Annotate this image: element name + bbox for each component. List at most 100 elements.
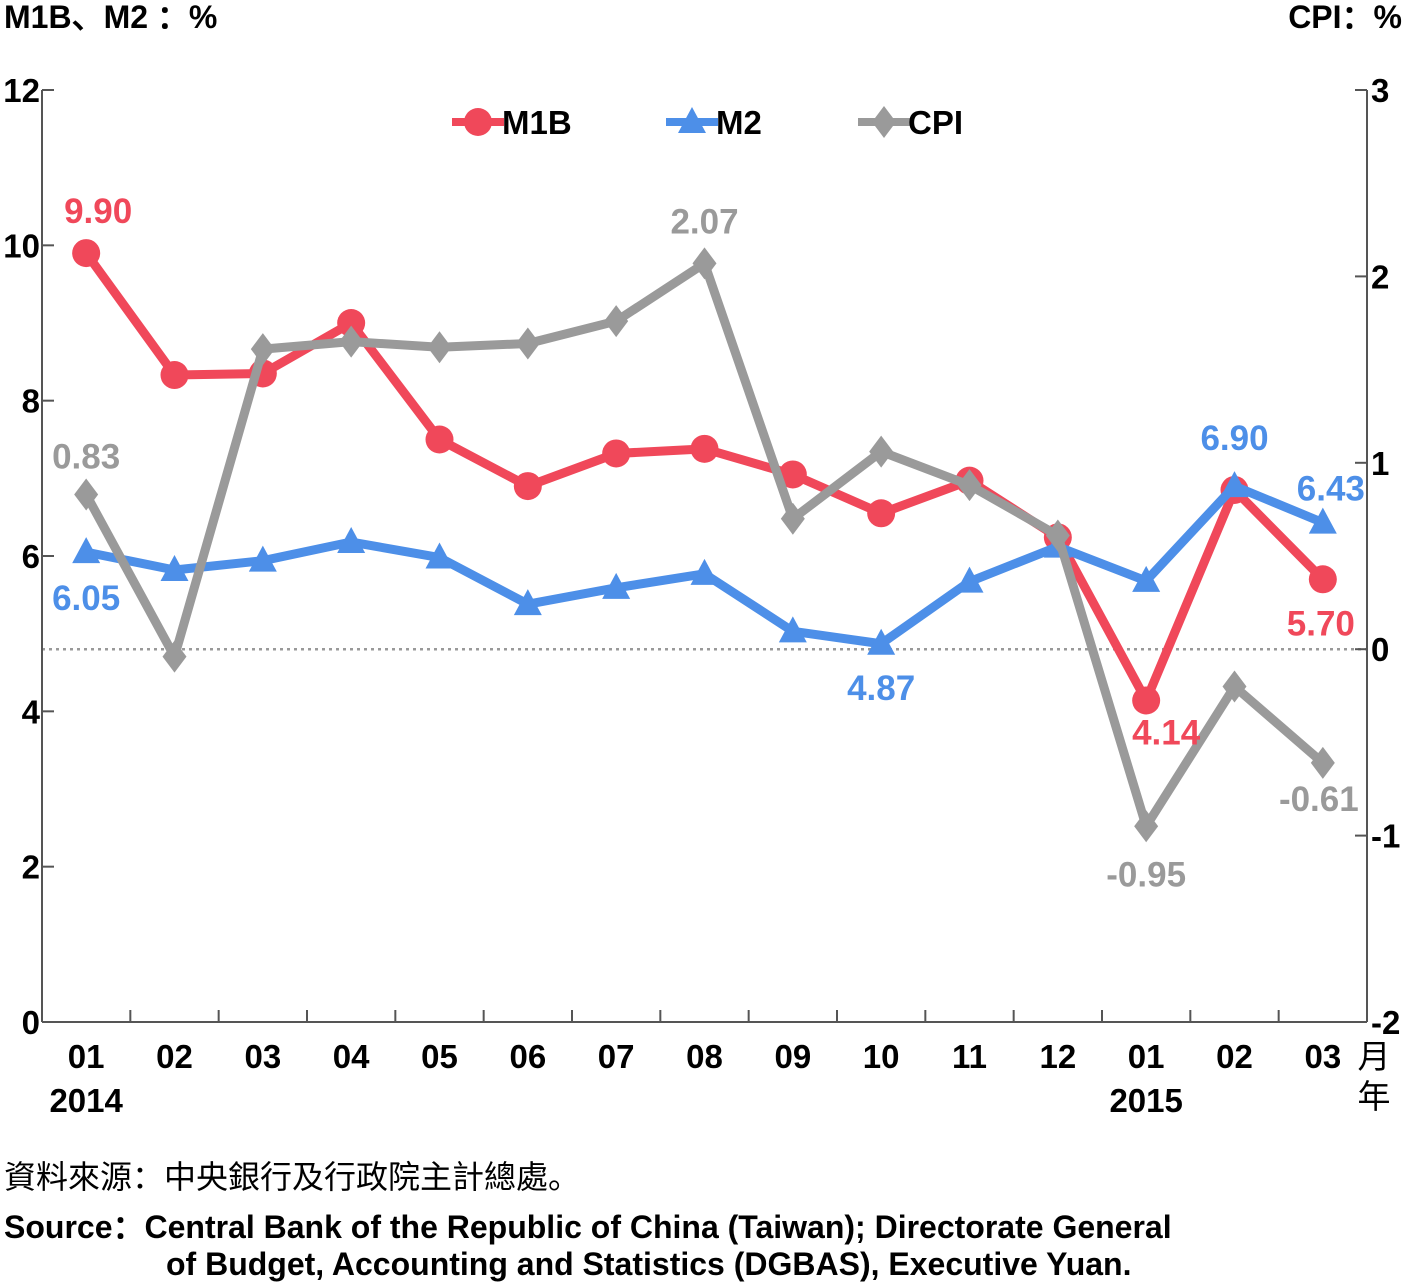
left-y-tick-label: 10: [3, 227, 40, 264]
x-tick-label: 02: [156, 1038, 193, 1075]
data-label-m2: 6.43: [1297, 470, 1365, 509]
data-point-m1b: [867, 499, 896, 528]
left-y-tick-label: 0: [22, 1004, 40, 1041]
data-point-cpi: [250, 333, 275, 366]
data-label-cpi: 0.83: [52, 437, 120, 476]
series-cpi: [74, 247, 1335, 843]
left-axis-title: M1B、M2 ：%: [4, 0, 217, 35]
source-note-en-line1: Source：Central Bank of the Republic of C…: [4, 1209, 1172, 1245]
data-point-m1b: [690, 434, 719, 463]
left-y-tick-label: 8: [22, 383, 40, 420]
data-point-m2: [1220, 471, 1249, 498]
data-point-cpi: [780, 502, 805, 535]
data-point-cpi: [339, 325, 364, 358]
data-point-m1b: [1132, 686, 1161, 715]
x-tick-label: 02: [1216, 1038, 1253, 1075]
source-note-en-line2: of Budget, Accounting and Statistics (DG…: [166, 1246, 1132, 1282]
left-y-tick-label: 6: [22, 538, 40, 575]
x-tick-label: 08: [686, 1038, 723, 1075]
right-y-tick-label: 0: [1371, 631, 1389, 668]
right-axis-title: CPI：%: [1288, 0, 1402, 35]
data-point-m2: [248, 545, 277, 572]
x-year-label: 2015: [1109, 1082, 1182, 1119]
data-label-m2: 6.05: [52, 579, 120, 618]
data-label-m1b: 4.14: [1132, 713, 1201, 752]
series-m2: [72, 471, 1337, 655]
data-point-cpi: [604, 305, 629, 338]
data-point-cpi: [1222, 670, 1247, 703]
legend-item-m1b: M1B: [452, 104, 572, 141]
data-point-cpi: [162, 640, 187, 673]
data-label-cpi: 2.07: [670, 202, 738, 241]
x-year-label: 2014: [49, 1082, 123, 1119]
x-tick-label: 07: [598, 1038, 635, 1075]
data-point-m2: [337, 527, 366, 554]
series-line-m1b: [82, 250, 1327, 705]
data-point-m1b: [160, 361, 189, 390]
data-point-m2: [425, 542, 454, 569]
data-label-cpi: -0.95: [1106, 855, 1186, 894]
legend-marker-m2: [678, 107, 706, 133]
legend-label: M1B: [502, 104, 572, 141]
data-point-m2: [867, 628, 896, 655]
x-tick-label: 09: [774, 1038, 811, 1075]
x-unit-year: 年: [1358, 1078, 1391, 1115]
x-tick-label: 03: [1304, 1038, 1341, 1075]
x-tick-label: 01: [1128, 1038, 1165, 1075]
data-label-cpi: -0.61: [1279, 780, 1359, 819]
data-point-m2: [72, 537, 101, 564]
x-tick-label: 01: [68, 1038, 105, 1075]
data-point-m2: [955, 566, 984, 593]
x-tick-label: 10: [863, 1038, 900, 1075]
x-unit-month: 月: [1358, 1038, 1391, 1075]
data-point-cpi: [1045, 519, 1070, 552]
data-point-m1b: [337, 309, 366, 337]
data-label-m1b: 5.70: [1287, 604, 1355, 643]
data-label-m2: 6.90: [1200, 419, 1268, 458]
data-point-m1b: [425, 425, 454, 454]
x-tick-label: 11: [952, 1038, 987, 1075]
data-point-m1b: [1308, 565, 1337, 594]
legend-item-cpi: CPI: [858, 104, 963, 141]
left-y-tick-label: 2: [22, 849, 40, 886]
data-point-m1b: [72, 239, 101, 268]
data-point-m1b: [778, 460, 807, 489]
data-point-m2: [1132, 565, 1161, 592]
data-point-cpi: [427, 331, 452, 364]
x-tick-label: 12: [1039, 1038, 1076, 1075]
source-note-zh: 資料來源：中央銀行及行政院主計總處。: [4, 1159, 581, 1195]
data-label-m2: 4.87: [847, 669, 915, 708]
x-tick-label: 05: [421, 1038, 458, 1075]
data-point-cpi: [692, 247, 717, 280]
legend-item-m2: M2: [666, 104, 762, 141]
data-point-m2: [602, 572, 631, 599]
data-point-m2: [1308, 507, 1337, 534]
data-point-cpi: [74, 478, 99, 511]
data-point-m1b: [602, 439, 631, 468]
left-y-tick-label: 4: [22, 693, 41, 730]
legend-label: M2: [716, 104, 762, 141]
right-y-tick-label: 3: [1371, 72, 1389, 109]
data-point-m2: [690, 558, 719, 585]
data-point-cpi: [515, 327, 540, 360]
series-m1b: [72, 239, 1337, 715]
data-point-cpi: [869, 435, 894, 468]
data-label-m1b: 9.90: [64, 192, 132, 231]
legend-marker-cpi: [872, 106, 896, 138]
legend-marker-m1b: [464, 108, 492, 136]
data-point-m1b: [513, 472, 542, 501]
right-y-tick-label: 2: [1371, 258, 1389, 295]
legend-label: CPI: [908, 104, 963, 141]
x-tick-label: 03: [244, 1038, 281, 1075]
left-y-tick-label: 12: [3, 72, 40, 109]
data-point-m2: [513, 589, 542, 616]
x-tick-label: 04: [333, 1038, 370, 1075]
x-tick-label: 06: [509, 1038, 546, 1075]
right-y-tick-label: 1: [1371, 445, 1389, 482]
data-point-cpi: [1134, 810, 1159, 843]
data-point-m2: [160, 554, 189, 581]
data-point-cpi: [957, 469, 982, 502]
data-point-cpi: [1310, 746, 1335, 779]
data-point-m2: [778, 616, 807, 643]
